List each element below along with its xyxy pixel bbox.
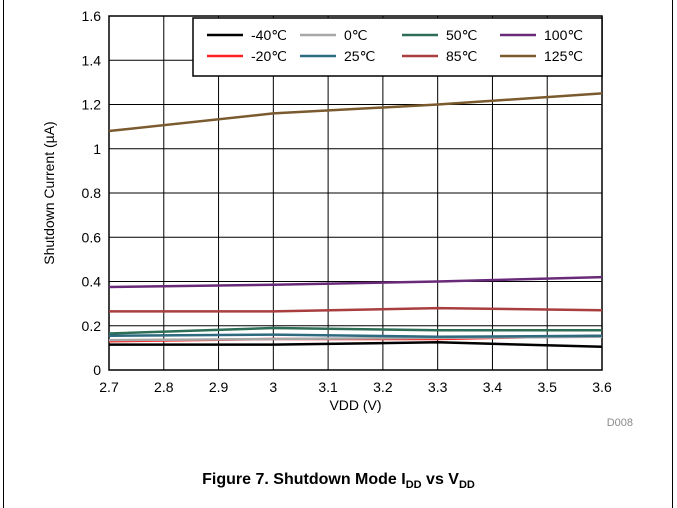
x-tick-label: 3.5 [537,379,557,395]
legend-label: 0℃ [344,27,368,43]
right-frame-line [672,0,673,508]
legend-label: 85℃ [446,48,477,64]
x-tick-label: 3.3 [428,379,448,395]
legend-label: -40℃ [251,27,287,43]
figure-id-label: D008 [607,417,633,429]
x-tick-label: 2.9 [209,379,229,395]
x-tick-label: 3.4 [483,379,503,395]
x-axis-label: VDD (V) [329,397,381,413]
x-tick-label: 3.2 [373,379,393,395]
legend-label: 50℃ [446,27,477,43]
y-tick-label: 0.4 [82,274,102,290]
y-tick-label: 0.6 [82,229,102,245]
series-line [108,333,603,339]
y-axis-label: Shutdown Current (µA) [41,121,57,264]
figure-caption: Figure 7. Shutdown Mode IDD vs VDD [202,471,475,492]
plot-border [108,15,603,371]
series-line [109,306,603,313]
y-tick-label: 1 [93,141,101,157]
x-tick-label: 3.1 [318,379,338,395]
x-tick-label: 2.8 [154,379,174,395]
legend-label: 100℃ [544,27,583,43]
y-tick-label: 1.4 [82,52,102,68]
legend-label: -20℃ [251,48,287,64]
x-tick-label: 3 [269,379,277,395]
series-line [108,326,602,335]
x-tick-label: 3.6 [592,379,612,395]
legend-label: 25℃ [344,48,375,64]
legend-label: 125℃ [544,48,583,64]
left-frame-line [3,0,4,508]
y-tick-label: 0.2 [82,318,102,334]
x-tick-label: 2.7 [99,379,119,395]
series-line [108,92,603,133]
y-tick-label: 1.6 [82,8,102,24]
y-tick-label: 1.2 [82,97,102,113]
shutdown-current-chart: 2.7 2.8 2.9 3 3.1 3.2 3.3 3.4 3.5 3.6 0 0.2 0.4 0.6 0.… [41,8,633,429]
y-tick-label: 0.8 [82,185,102,201]
series-line [109,341,603,349]
y-tick-label: 0 [93,362,101,378]
series-line [108,275,603,289]
legend-box [192,17,603,77]
